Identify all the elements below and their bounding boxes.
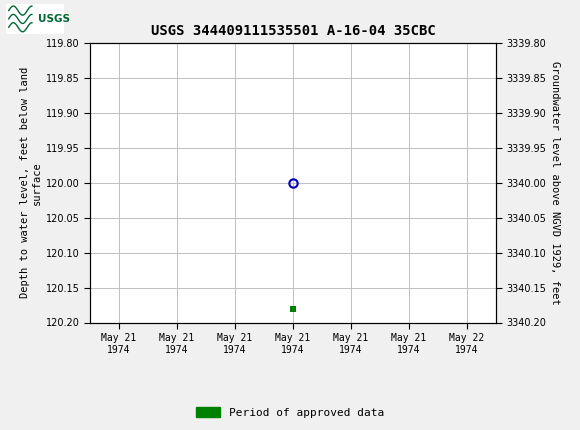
Legend: Period of approved data: Period of approved data [191, 403, 389, 422]
Title: USGS 344409111535501 A-16-04 35CBC: USGS 344409111535501 A-16-04 35CBC [151, 24, 435, 38]
Y-axis label: Groundwater level above NGVD 1929, feet: Groundwater level above NGVD 1929, feet [550, 61, 560, 304]
Text: USGS: USGS [38, 14, 70, 24]
Y-axis label: Depth to water level, feet below land
surface: Depth to water level, feet below land su… [20, 67, 41, 298]
Bar [6, 4, 64, 34]
